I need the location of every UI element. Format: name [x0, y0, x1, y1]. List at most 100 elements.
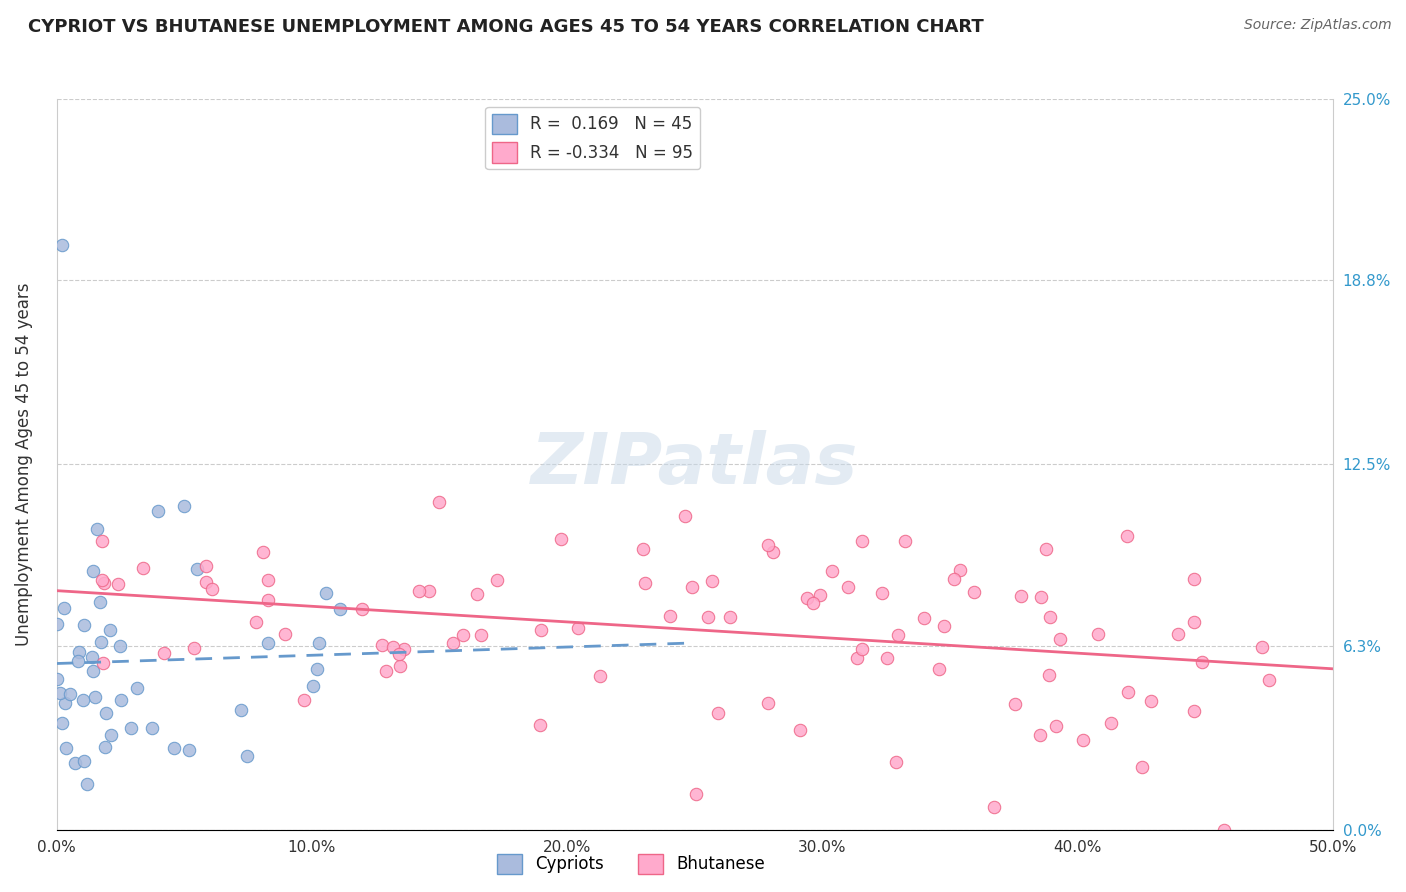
Cypriots [86, 521, 108, 535]
Bhutanese [93, 656, 115, 670]
Bhutanese [801, 596, 824, 610]
Cypriots [329, 602, 352, 616]
Cypriots [89, 595, 111, 609]
Cypriots [141, 721, 163, 735]
Cypriots [73, 755, 96, 769]
Bhutanese [1140, 694, 1163, 708]
Bhutanese [821, 564, 844, 578]
Bhutanese [718, 609, 741, 624]
Bhutanese [983, 800, 1005, 814]
Bhutanese [1028, 728, 1050, 742]
Cypriots [93, 739, 115, 754]
Bhutanese [762, 545, 785, 559]
Cypriots [52, 600, 75, 615]
Bhutanese [256, 592, 278, 607]
Bhutanese [851, 642, 873, 657]
Bhutanese [550, 533, 572, 547]
Bhutanese [1116, 685, 1139, 699]
Bhutanese [131, 560, 153, 574]
Cypriots [302, 679, 325, 693]
Bhutanese [465, 587, 488, 601]
Bhutanese [886, 756, 908, 770]
Bhutanese [1130, 760, 1153, 774]
Bhutanese [870, 586, 893, 600]
Cypriots [236, 749, 259, 764]
Bhutanese [1071, 733, 1094, 747]
Bhutanese [274, 627, 297, 641]
Cypriots [94, 706, 117, 720]
Bhutanese [1087, 626, 1109, 640]
Cypriots [76, 776, 98, 790]
Bhutanese [567, 621, 589, 635]
Cypriots [256, 636, 278, 650]
Bhutanese [451, 627, 474, 641]
Bhutanese [408, 583, 430, 598]
Bhutanese [91, 533, 114, 548]
Bhutanese [350, 602, 373, 616]
Bhutanese [837, 580, 859, 594]
Cypriots [55, 741, 77, 756]
Cypriots [308, 635, 330, 649]
Bhutanese [756, 696, 779, 710]
Bhutanese [485, 574, 508, 588]
Cypriots [51, 716, 73, 731]
Y-axis label: Unemployment Among Ages 45 to 54 years: Unemployment Among Ages 45 to 54 years [15, 283, 32, 646]
Cypriots [67, 645, 90, 659]
Bhutanese [1049, 632, 1071, 646]
Cypriots [120, 721, 142, 735]
Bhutanese [589, 669, 612, 683]
Cypriots [305, 662, 328, 676]
Bhutanese [851, 534, 873, 549]
Bhutanese [1167, 627, 1189, 641]
Cypriots [108, 640, 131, 654]
Bhutanese [963, 585, 986, 599]
Bhutanese [183, 640, 205, 655]
Cypriots [84, 690, 107, 704]
Cypriots [67, 654, 90, 668]
Bhutanese [1035, 541, 1057, 556]
Bhutanese [1099, 716, 1122, 731]
Bhutanese [1039, 609, 1062, 624]
Legend: Cypriots, Bhutanese: Cypriots, Bhutanese [491, 847, 772, 880]
Bhutanese [808, 588, 831, 602]
Cypriots [98, 623, 121, 637]
Cypriots [63, 756, 86, 770]
Cypriots [73, 618, 96, 632]
Bhutanese [1045, 719, 1067, 733]
Text: ZIPatlas: ZIPatlas [531, 430, 859, 499]
Bhutanese [707, 706, 730, 721]
Cypriots [229, 703, 252, 717]
Bhutanese [1213, 823, 1236, 838]
Cypriots [80, 649, 103, 664]
Bhutanese [382, 640, 405, 654]
Bhutanese [1251, 640, 1274, 654]
Bhutanese [194, 558, 217, 573]
Bhutanese [1116, 528, 1139, 542]
Bhutanese [1004, 698, 1026, 712]
Cypriots [173, 499, 195, 513]
Bhutanese [697, 610, 720, 624]
Bhutanese [371, 638, 394, 652]
Bhutanese [257, 573, 280, 587]
Bhutanese [631, 542, 654, 557]
Cypriots [186, 562, 208, 576]
Bhutanese [194, 575, 217, 590]
Bhutanese [928, 662, 950, 676]
Bhutanese [887, 628, 910, 642]
Bhutanese [634, 575, 657, 590]
Cypriots [125, 681, 148, 696]
Bhutanese [418, 584, 440, 599]
Bhutanese [1031, 590, 1053, 604]
Text: Source: ZipAtlas.com: Source: ZipAtlas.com [1244, 18, 1392, 32]
Cypriots [53, 696, 76, 710]
Bhutanese [796, 591, 818, 605]
Bhutanese [470, 628, 492, 642]
Cypriots [51, 238, 73, 252]
Bhutanese [943, 572, 966, 586]
Bhutanese [107, 577, 129, 591]
Bhutanese [1010, 590, 1032, 604]
Cypriots [45, 673, 67, 687]
Bhutanese [934, 619, 956, 633]
Bhutanese [392, 642, 415, 657]
Bhutanese [700, 574, 723, 588]
